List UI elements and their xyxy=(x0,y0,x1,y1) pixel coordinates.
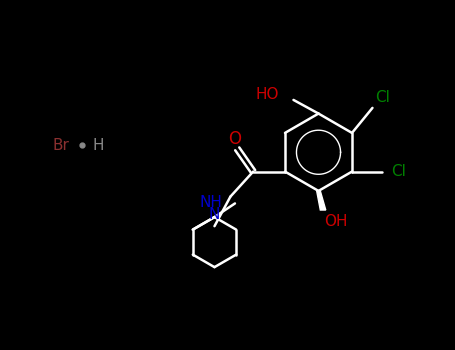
Polygon shape xyxy=(317,191,326,210)
Text: NH: NH xyxy=(199,195,222,210)
Text: HO: HO xyxy=(255,87,279,102)
Text: O: O xyxy=(228,130,242,148)
Text: N: N xyxy=(209,207,220,222)
Text: Cl: Cl xyxy=(375,90,389,105)
Text: H: H xyxy=(93,138,105,153)
Text: OH: OH xyxy=(324,214,348,229)
Text: Cl: Cl xyxy=(392,164,406,179)
Text: Br: Br xyxy=(53,138,70,153)
